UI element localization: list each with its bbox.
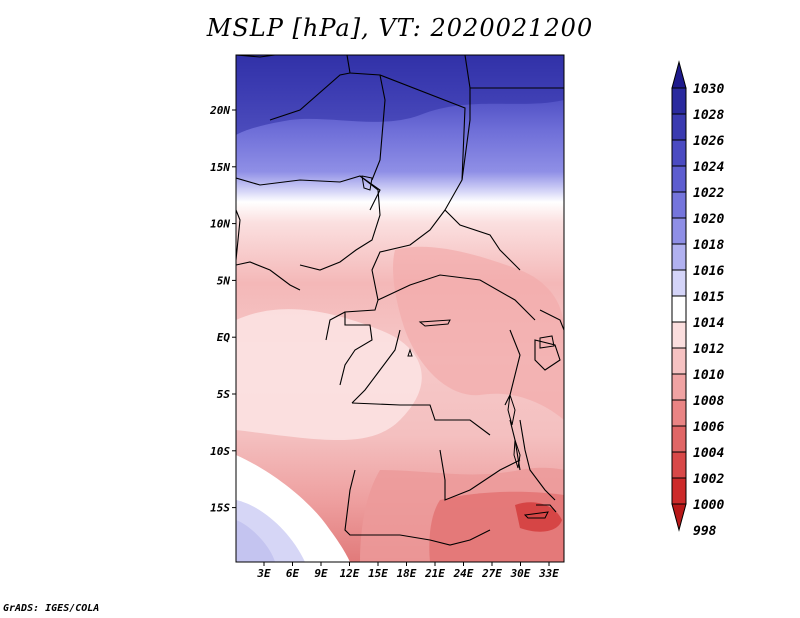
lon-label: 21E	[424, 567, 445, 580]
colorbar-swatch	[671, 191, 687, 219]
lat-label: 20N	[209, 104, 230, 117]
lake-outlines	[361, 175, 555, 519]
colorbar-label: 1004	[693, 446, 724, 461]
lat-label: 10S	[210, 445, 230, 458]
colorbar-swatch	[671, 347, 687, 375]
lon-label: 6E	[286, 567, 300, 580]
lon-label: 12E	[340, 567, 360, 580]
colorbar-swatch	[671, 399, 687, 427]
colorbar-label: 1002	[693, 472, 724, 487]
grads-credit: GrADS: IGES/COLA	[3, 603, 100, 614]
lon-label: 30E	[510, 567, 531, 580]
colorbar-top-arrow	[671, 60, 687, 89]
colorbar-label: 1015	[693, 290, 724, 305]
colorbar-label: 1024	[693, 160, 724, 175]
colorbar-label: 1018	[693, 238, 724, 253]
lowest-pressure-cell	[515, 502, 562, 532]
high-pressure-core-sw-inner	[236, 520, 275, 562]
colorbar-label: 1010	[693, 368, 724, 383]
colorbar-label: 1012	[693, 342, 724, 357]
map-panel	[236, 55, 564, 562]
lat-label: 15N	[210, 161, 230, 174]
lat-label: 10N	[210, 218, 230, 231]
colorbar-label: 1008	[693, 394, 724, 409]
colorbar-swatch	[671, 425, 687, 453]
colorbar-label: 1006	[693, 420, 724, 435]
colorbar-label: 1020	[693, 212, 724, 227]
colorbar-label: 998	[693, 524, 717, 539]
colorbar-swatch	[671, 321, 687, 349]
lat-label: EQ	[217, 331, 231, 344]
lon-label: 18E	[397, 567, 417, 580]
low-pressure-region-central	[393, 246, 564, 420]
lon-label: 24E	[453, 567, 474, 580]
colorbar-label: 1026	[693, 134, 724, 149]
colorbar-swatch	[671, 139, 687, 167]
colorbar-label: 1030	[693, 82, 724, 97]
colorbar-swatch	[671, 269, 687, 297]
colorbar-swatch	[671, 87, 687, 115]
colorbar-label: 1028	[693, 108, 724, 123]
colorbar-swatch	[671, 295, 687, 323]
lat-label: 5N	[217, 274, 231, 287]
colorbar-swatch	[671, 451, 687, 479]
colorbar-swatch	[671, 217, 687, 245]
latitude-axis: 20N 15N 10N 5N EQ 5S 10S 15S	[209, 104, 236, 515]
high-pressure-core-north	[236, 55, 564, 135]
low-gradient-region-west	[236, 309, 422, 440]
map-frame	[235, 54, 565, 563]
lat-label: 15S	[210, 502, 230, 515]
colorbar-swatch	[671, 373, 687, 401]
colorbar-swatch	[671, 243, 687, 271]
colorbar-label: 1014	[693, 316, 724, 331]
country-borders	[236, 55, 564, 546]
lon-label: 9E	[314, 567, 328, 580]
colorbar-label: 1000	[693, 498, 724, 513]
colorbar-swatch	[671, 477, 687, 505]
colorbar-bottom-arrow	[671, 503, 687, 532]
colorbar: 1030 1028 1026 1024 1022 1020 1018 1016 1015 1014…	[671, 60, 724, 539]
map-title: MSLP [hPa], VT: 2020021200	[206, 14, 594, 42]
lon-label: 33E	[538, 567, 559, 580]
colorbar-swatch	[671, 165, 687, 193]
colorbar-label: 1022	[693, 186, 724, 201]
lon-label: 15E	[368, 567, 388, 580]
longitude-axis: 3E 6E 9E 12E 15E 18E 21E 24E 27E 30E 33E	[256, 562, 559, 580]
colorbar-swatch	[671, 113, 687, 141]
lat-label: 5S	[217, 388, 231, 401]
colorbar-label: 1016	[693, 264, 724, 279]
lon-label: 27E	[481, 567, 502, 580]
lon-label: 3E	[256, 567, 271, 580]
